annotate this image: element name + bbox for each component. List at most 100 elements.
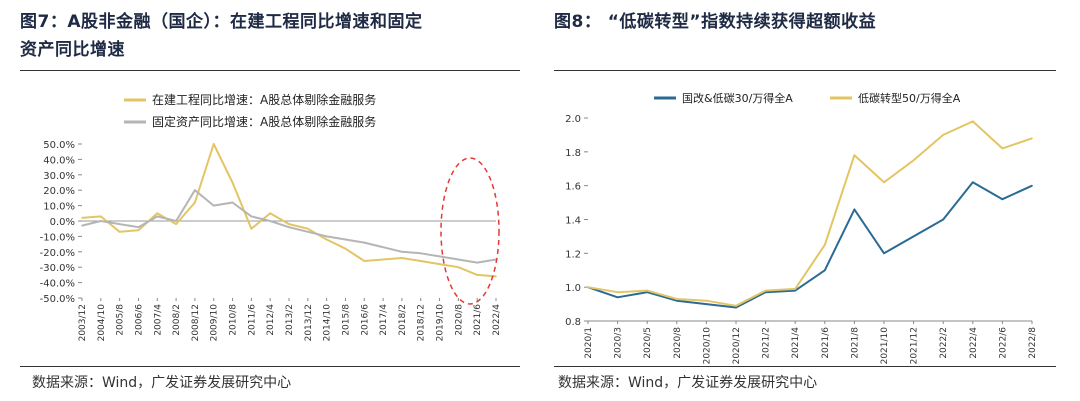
left-chart-series-0-point	[81, 217, 83, 219]
right-chart-series-1-point	[883, 181, 885, 184]
left-chart-y-tick-label: -10.0%	[40, 232, 75, 243]
left-chart-series-0-point	[401, 257, 403, 259]
right-chart-x-tick-label: 2021/4	[791, 327, 801, 359]
right-chart-y-tick-label: 2.0	[565, 114, 581, 125]
left-chart-series-1-point	[363, 241, 366, 244]
left-chart-x-tick-label: 2005/8	[116, 304, 126, 336]
right-chart-series-0-point	[972, 181, 974, 184]
right-chart-series-1-point	[912, 159, 915, 162]
left-chart-y-tick-label: 20.0%	[43, 186, 75, 197]
right-chart-series-0-point	[676, 299, 678, 302]
left-chart-series-1-point	[438, 255, 441, 258]
left-chart-series-0-point	[307, 227, 309, 230]
right-chart-x-tick-label: 2022/2	[939, 327, 949, 359]
right-chart-series-1-line	[587, 120, 1033, 307]
left-chart-x-tick-label: 2007/4	[153, 304, 163, 336]
left-chart-series-0-point	[495, 275, 497, 278]
right-chart-series-0-point	[883, 252, 885, 255]
right-chart-x-tick-label: 2020/1	[584, 327, 594, 359]
left-chart-series-1-point	[307, 230, 309, 233]
left-chart-legend-label-1: 固定资产同比增速：A股总体剔除金融服务	[152, 114, 376, 129]
left-chart-series-0-point	[194, 201, 196, 204]
left-chart-x-tick-label: 2008/12	[191, 304, 201, 341]
left-chart-series-0-point	[382, 258, 384, 261]
left-chart-series-1-point	[419, 252, 422, 255]
right-chart-series-1-point	[676, 298, 678, 300]
left-chart-x-tick-label: 2015/8	[341, 304, 351, 336]
left-chart-series-0-point	[118, 230, 121, 233]
left-title-divider	[20, 70, 520, 71]
left-chart-series-1-point	[194, 189, 196, 191]
right-chart-x-tick-label: 2022/8	[1028, 327, 1038, 359]
left-chart-series-0-point	[363, 260, 366, 262]
right-chart-series-1-point	[735, 304, 737, 307]
right-chart-series-0-point	[1031, 184, 1033, 187]
left-chart-series-1-point	[325, 235, 328, 238]
right-chart-x-tick-label: 2020/10	[702, 327, 712, 365]
right-chart-y-tick-label: 0.8	[565, 317, 581, 328]
left-chart-x-tick-label: 2019/10	[436, 304, 446, 342]
left-chart-x-tick-label: 2013/12	[304, 304, 314, 341]
right-chart-x-tick-label: 2021/10	[880, 327, 890, 365]
left-chart-series-1-point	[250, 215, 253, 218]
left-chart-x-tick-label: 2008/2	[172, 304, 182, 336]
left-chart-y-tick-label: -20.0%	[40, 248, 75, 259]
right-source-divider	[554, 366, 1056, 367]
right-chart-y-tick-label: 1.6	[565, 182, 581, 193]
left-figure-title: 图7：A股非金融（国企）：在建工程同比增速和固定 资产同比增速	[20, 8, 422, 64]
right-title-divider	[554, 70, 1056, 71]
right-chart-series-1-point	[1001, 147, 1004, 150]
left-chart-series-1-point	[476, 261, 478, 264]
left-chart-x-tick-label: 2018/2	[398, 304, 408, 336]
right-chart-y-tick-label: 1.8	[565, 148, 581, 159]
left-title-line2: 资产同比增速	[20, 40, 125, 60]
left-chart: 50.0% 40.0% 30.0% 20.0% 10.0% 0.0% -10.0% -20.0…	[40, 92, 502, 342]
left-chart-series-0-point	[457, 266, 460, 268]
left-chart-series-1-point	[137, 226, 140, 228]
right-chart-series-0-point	[794, 289, 796, 292]
right-chart-y-tick-label: 1.2	[565, 249, 581, 260]
left-chart-y-tick-label: 40.0%	[43, 155, 75, 166]
right-chart-x-tick-label: 2020/8	[673, 327, 683, 359]
right-chart-series-1-point	[942, 134, 944, 136]
left-chart-y-tick-label: 0.0%	[50, 217, 75, 228]
right-chart-x-tick-label: 2020/12	[732, 327, 742, 364]
left-title-line1: 图7：A股非金融（国企）：在建工程同比增速和固定	[20, 12, 423, 32]
left-chart-x-tick-label: 2020/8	[454, 304, 464, 336]
right-chart-series-1-point	[705, 299, 708, 302]
left-chart-series-0-point	[231, 181, 234, 184]
right-source-text: 数据来源：Wind，广发证券发展研究中心	[558, 375, 818, 391]
right-chart-x-tick-label: 2021/12	[910, 327, 920, 364]
left-chart-series-0-point	[137, 229, 140, 232]
left-chart-x-tick-label: 2009/10	[210, 304, 220, 342]
left-chart-y-tick-label: 30.0%	[43, 171, 75, 182]
left-chart-series-1-point	[382, 246, 384, 248]
left-chart-series-1-point	[156, 215, 159, 218]
right-chart-series-1-point	[824, 244, 826, 246]
right-chart-x-tick-label: 2022/6	[998, 327, 1008, 359]
left-chart-series-1-point	[212, 204, 215, 207]
right-chart-legend-label-1: 低碳转型50/万得全A	[858, 91, 961, 105]
left-chart-x-tick-label: 2021/6	[473, 304, 483, 336]
left-chart-series-0-point	[250, 227, 253, 230]
left-chart-x-tick-label: 2018/12	[417, 304, 427, 341]
right-chart-series-0-point	[705, 303, 708, 305]
right-chart-series-0-point	[1001, 198, 1004, 200]
left-chart-x-tick-label: 2013/2	[285, 304, 295, 336]
right-chart-x-tick-label: 2020/3	[614, 327, 624, 359]
left-chart-x-tick-label: 2016/6	[360, 304, 370, 336]
left-chart-x-tick-label: 2004/10	[97, 304, 107, 342]
right-chart-series-0-line	[587, 181, 1033, 309]
left-chart-series-0-point	[438, 263, 441, 265]
right-chart-y-tick-label: 1.4	[565, 216, 581, 227]
left-chart-series-1-point	[118, 223, 121, 225]
left-chart-annotation-ellipse	[440, 157, 500, 305]
left-chart-x-tick-label: 2011/6	[247, 304, 257, 336]
left-chart-series-1-point	[81, 224, 83, 227]
right-chart-series-1-point	[1031, 137, 1033, 140]
left-source-divider	[20, 366, 520, 367]
left-chart-x-tick-label: 2010/8	[229, 304, 239, 336]
right-chart-y-tick-label: 1.0	[565, 283, 581, 294]
right-chart-series-1-point	[853, 154, 856, 157]
